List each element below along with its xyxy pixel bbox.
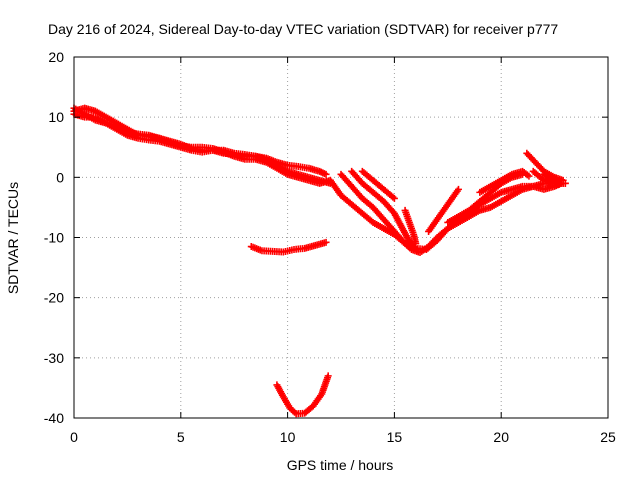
x-tick-label: 20 [493, 429, 509, 445]
data-point [390, 194, 398, 202]
data-series [70, 104, 569, 418]
y-tick-label: -20 [44, 290, 64, 306]
series-track-p [540, 170, 563, 189]
series-track-e [273, 372, 332, 418]
data-point [322, 238, 330, 246]
series-track-c [70, 110, 334, 187]
y-tick-label: -10 [44, 230, 64, 246]
chart-title: Day 216 of 2024, Sidereal Day-to-day VTE… [48, 21, 558, 37]
series-track-l [444, 170, 527, 226]
series-track-i [358, 167, 398, 202]
series-track-h [348, 167, 420, 252]
grid-lines [74, 57, 608, 418]
x-tick-label: 5 [177, 429, 185, 445]
data-point [324, 372, 332, 380]
data-point [389, 193, 397, 201]
x-tick-label: 25 [600, 429, 616, 445]
series-track-k [425, 185, 462, 235]
data-point [555, 181, 563, 189]
data-point [322, 170, 330, 178]
x-tick-label: 15 [387, 429, 403, 445]
y-tick-label: 10 [48, 109, 64, 125]
data-point [412, 240, 420, 248]
x-tick-label: 0 [70, 429, 78, 445]
data-point [559, 176, 567, 184]
series-track-m [476, 167, 533, 196]
series-track-d [247, 238, 330, 256]
x-tick-label: 10 [280, 429, 296, 445]
x-axis-label: GPS time / hours [287, 457, 394, 473]
y-tick-label: 20 [48, 49, 64, 65]
series-track-a [70, 104, 330, 178]
axis-ticks: 0 5 10 15 20 25 -40 -30 -20 -10 0 10 20 [44, 49, 616, 445]
data-point [525, 172, 533, 180]
y-tick-label: -40 [44, 410, 64, 426]
y-tick-label: 0 [56, 169, 64, 185]
data-point [454, 185, 462, 193]
y-axis-label: SDTVAR / TECUs [5, 182, 21, 294]
series-track-j [401, 206, 420, 248]
y-tick-label: -30 [44, 350, 64, 366]
series-track-g [337, 170, 565, 254]
